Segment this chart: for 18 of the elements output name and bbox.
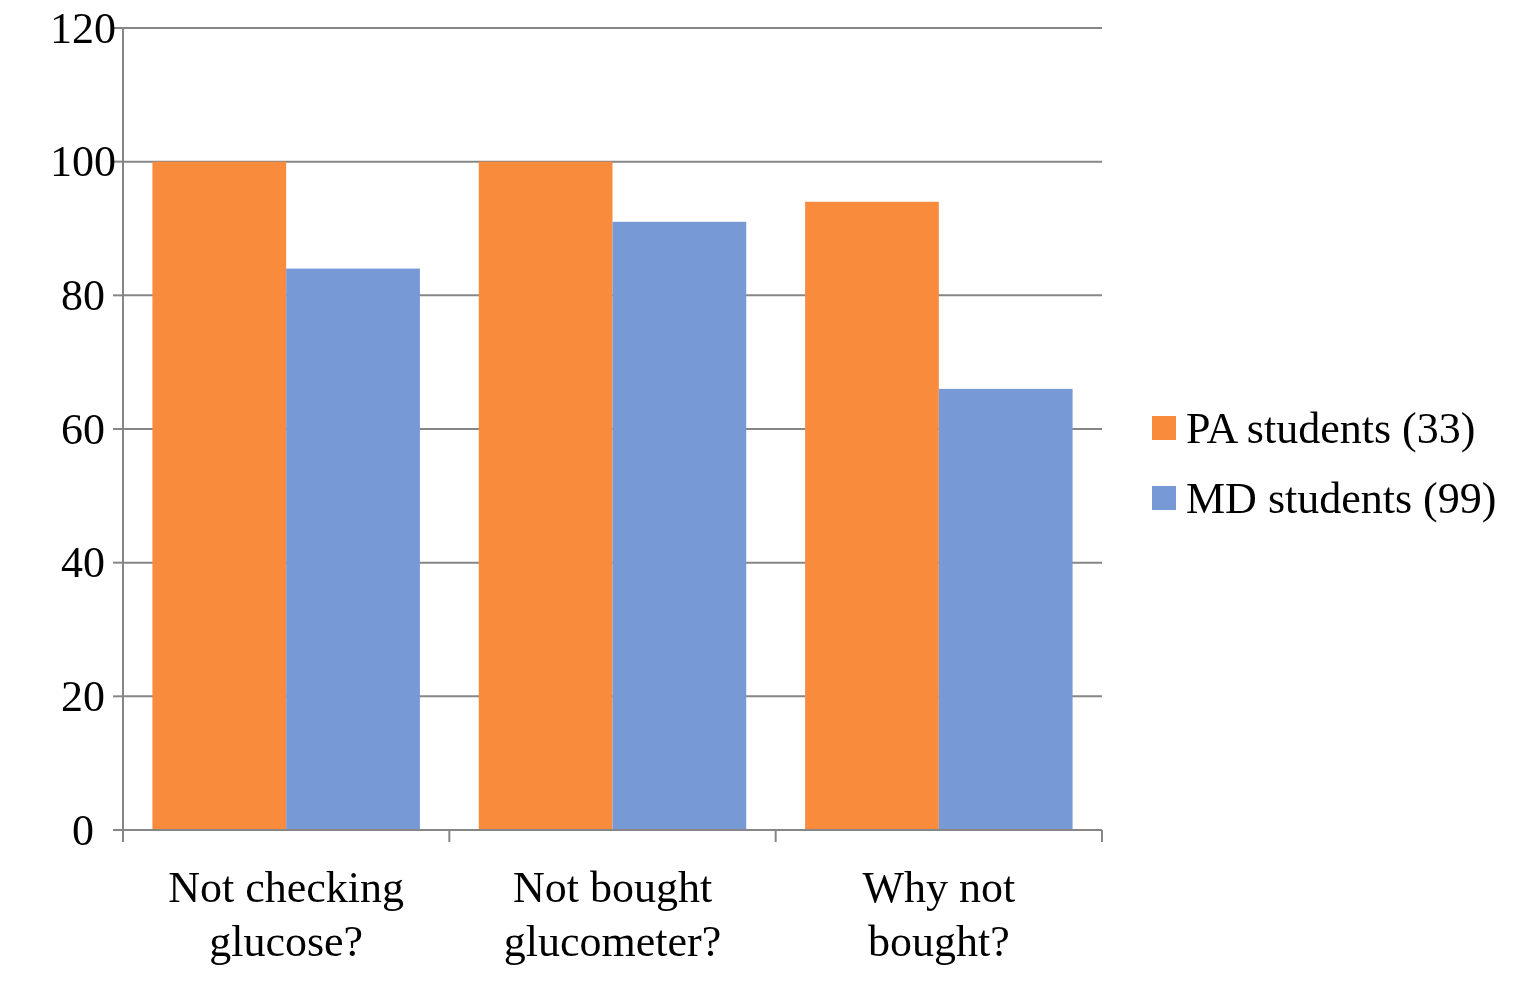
legend-label: MD students (99) (1186, 473, 1497, 523)
bar (152, 161, 287, 830)
y-tick-label: 40 (61, 538, 105, 588)
y-tick-label: 120 (50, 3, 116, 53)
x-tick-label: Not bought glucometer? (503, 863, 722, 966)
y-tick-label: 80 (61, 270, 105, 320)
x-tick-label: Why not bought? (862, 863, 1016, 966)
x-tick-label: Not checking glucose? (168, 863, 405, 966)
y-tick-label: 100 (50, 137, 116, 187)
y-tick-label: 60 (61, 404, 105, 454)
y-tick-label: 20 (61, 671, 105, 721)
bar (938, 388, 1073, 830)
bar (478, 161, 613, 830)
bar (612, 221, 747, 830)
bar (805, 201, 939, 830)
y-tick-label: 0 (72, 805, 94, 855)
legend-label: PA students (33) (1186, 403, 1476, 453)
bar (286, 268, 420, 830)
